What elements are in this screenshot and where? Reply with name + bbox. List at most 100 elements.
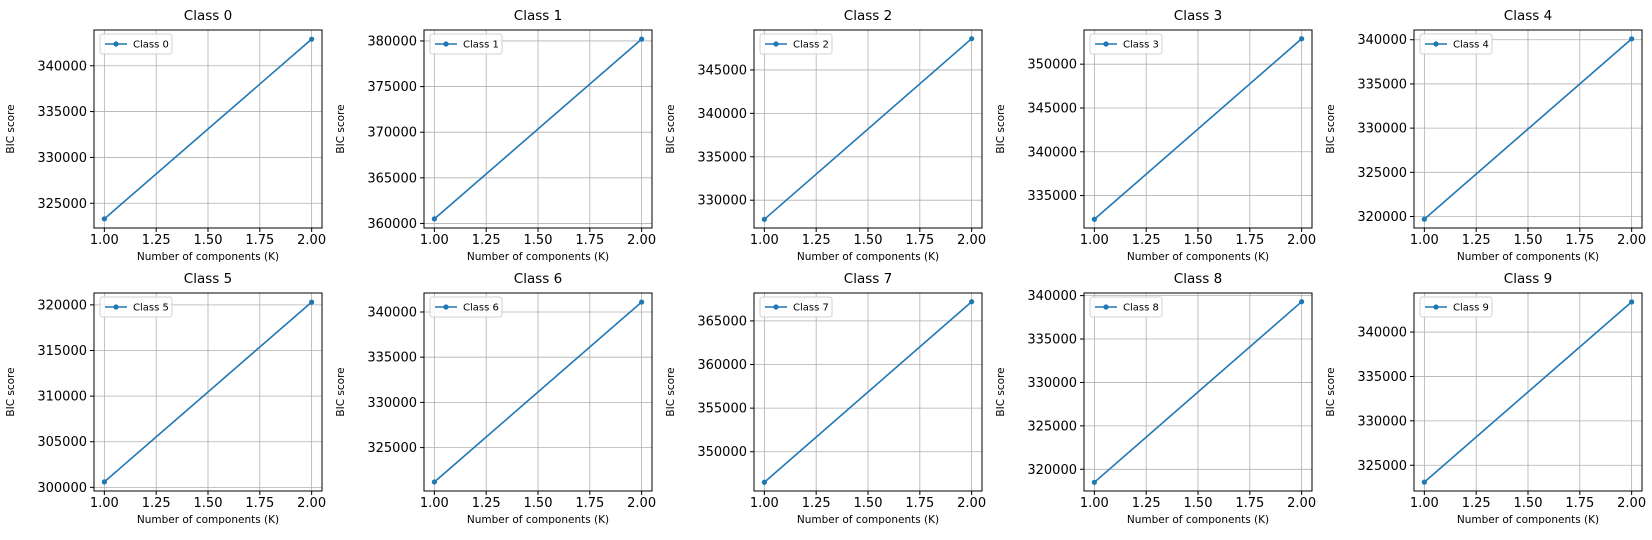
x-axis-label: Number of components (K): [1457, 514, 1599, 526]
x-tick-label: 2.00: [1617, 496, 1646, 511]
y-tick-label: 335000: [37, 105, 87, 120]
x-tick-label: 2.00: [627, 233, 656, 248]
x-tick-label: 1.50: [1184, 496, 1213, 511]
data-point: [969, 299, 975, 305]
y-tick-label: 320000: [1357, 210, 1407, 225]
y-tick-label: 365000: [697, 314, 747, 329]
y-tick-label: 330000: [367, 396, 417, 411]
x-tick-label: 2.00: [1617, 233, 1646, 248]
subplot-9: 1.00 1.25 1.50 1.75 2.00 325000 330000 335000 34…: [1325, 271, 1646, 526]
x-tick-label: 2.00: [297, 233, 326, 248]
data-point: [761, 216, 767, 222]
subplot-0: 1.00 1.25 1.50 1.75 2.00 325000 330000 335000 34…: [5, 8, 326, 263]
x-tick-label: 1.50: [1514, 233, 1543, 248]
x-tick-label: 1.25: [472, 233, 501, 248]
y-tick-label: 360000: [367, 217, 417, 232]
data-point: [1629, 36, 1635, 42]
x-tick-label: 2.00: [957, 496, 986, 511]
x-tick-label: 1.25: [802, 233, 831, 248]
y-tick-label: 330000: [1357, 122, 1407, 137]
y-tick-label: 335000: [697, 150, 747, 165]
x-tick-label: 2.00: [957, 233, 986, 248]
data-point: [639, 299, 645, 305]
y-tick-label: 320000: [37, 298, 87, 313]
x-tick-label: 1.25: [472, 496, 501, 511]
series-line: [433, 38, 643, 220]
y-tick-label: 355000: [697, 402, 747, 417]
x-axis-label: Number of components (K): [1457, 251, 1599, 263]
x-tick-label: 2.00: [1287, 233, 1316, 248]
y-tick-label: 340000: [1027, 145, 1077, 160]
data-point: [761, 479, 767, 485]
y-tick-label: 375000: [367, 80, 417, 95]
y-tick-label: 315000: [37, 344, 87, 359]
x-tick-label: 1.00: [1410, 496, 1439, 511]
y-axis-label: BIC score: [5, 367, 17, 416]
x-tick-label: 1.50: [524, 496, 553, 511]
legend-label: Class 6: [463, 303, 499, 314]
x-axis-label: Number of components (K): [137, 514, 279, 526]
y-axis-label: BIC score: [665, 367, 677, 416]
subplot-5: 1.00 1.25 1.50 1.75 2.00 300000 305000 310000 31…: [5, 271, 326, 526]
legend-marker: [113, 41, 119, 47]
y-tick-label: 330000: [37, 151, 87, 166]
chart-title: Class 6: [514, 271, 562, 287]
y-tick-label: 325000: [1027, 419, 1077, 434]
x-tick-label: 1.00: [750, 496, 779, 511]
legend-marker: [773, 41, 779, 47]
x-tick-label: 1.50: [854, 233, 883, 248]
data-point: [431, 216, 437, 222]
y-axis-label: BIC score: [1325, 104, 1337, 153]
y-tick-label: 360000: [697, 358, 747, 373]
data-point: [969, 36, 975, 42]
x-tick-label: 1.00: [1080, 233, 1109, 248]
legend-marker: [113, 304, 119, 310]
y-axis-label: BIC score: [5, 104, 17, 153]
chart-title: Class 0: [184, 8, 232, 24]
chart-title: Class 2: [844, 8, 892, 24]
data-point: [1421, 479, 1427, 485]
y-tick-label: 345000: [1027, 101, 1077, 116]
x-tick-label: 1.00: [420, 233, 449, 248]
x-tick-label: 1.75: [1235, 496, 1264, 511]
legend-label: Class 9: [1453, 303, 1489, 314]
subplot-2: 1.00 1.25 1.50 1.75 2.00 330000 335000 340000 34…: [665, 8, 986, 263]
x-tick-label: 1.00: [750, 233, 779, 248]
legend-marker: [1433, 41, 1439, 47]
x-tick-label: 1.25: [1132, 496, 1161, 511]
y-tick-label: 335000: [1027, 333, 1077, 348]
y-tick-label: 300000: [37, 481, 87, 496]
data-point: [639, 36, 645, 42]
legend-box: [429, 296, 503, 318]
x-axis-label: Number of components (K): [137, 251, 279, 263]
data-point: [1629, 299, 1635, 305]
y-tick-label: 340000: [367, 305, 417, 320]
y-tick-label: 350000: [697, 445, 747, 460]
data-point: [1091, 216, 1097, 222]
x-axis-label: Number of components (K): [1127, 251, 1269, 263]
x-tick-label: 1.25: [802, 496, 831, 511]
x-tick-label: 1.75: [245, 233, 274, 248]
chart-title: Class 4: [1504, 8, 1552, 24]
x-tick-label: 1.75: [245, 496, 274, 511]
x-tick-label: 2.00: [1287, 496, 1316, 511]
legend-label: Class 2: [793, 40, 829, 51]
legend-marker: [1103, 41, 1109, 47]
x-tick-label: 1.00: [1410, 233, 1439, 248]
y-axis-label: BIC score: [665, 104, 677, 153]
series-line: [763, 301, 973, 483]
y-tick-label: 335000: [367, 351, 417, 366]
x-tick-label: 1.75: [1565, 496, 1594, 511]
legend-marker: [1433, 304, 1439, 310]
chart-title: Class 7: [844, 271, 892, 287]
x-axis-label: Number of components (K): [797, 251, 939, 263]
x-tick-label: 1.00: [1080, 496, 1109, 511]
data-point: [101, 216, 107, 222]
series-line: [1093, 38, 1303, 220]
subplot-7: 1.00 1.25 1.50 1.75 2.00 350000 355000 360000 36…: [665, 271, 986, 526]
y-tick-label: 310000: [37, 390, 87, 405]
legend-label: Class 4: [1453, 40, 1489, 51]
x-tick-label: 1.75: [1235, 233, 1264, 248]
y-tick-label: 330000: [697, 194, 747, 209]
